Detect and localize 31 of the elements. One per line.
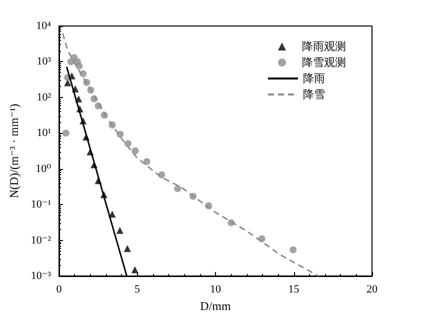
point xyxy=(131,266,138,274)
point xyxy=(116,226,124,234)
y-tick-label: 10⁻³ xyxy=(30,270,52,282)
y-tick-label: 10² xyxy=(36,91,52,104)
y-tick-label: 10⁻¹ xyxy=(30,198,52,211)
y-tick-label: 10⁴ xyxy=(36,20,52,32)
y-tick-label: 10³ xyxy=(36,56,52,68)
point xyxy=(143,158,150,166)
x-tick-label: 5 xyxy=(134,284,141,296)
y-tick-label: 10⁻² xyxy=(30,234,52,246)
point xyxy=(174,185,182,192)
y-axis-title: N(D)/(m⁻³ · mm⁻¹) xyxy=(7,104,21,198)
point xyxy=(64,79,72,86)
point xyxy=(62,130,70,137)
point xyxy=(76,62,83,70)
x-tick-label: 20 xyxy=(366,284,378,296)
x-axis-title: D/mm xyxy=(200,299,232,313)
point xyxy=(132,147,139,154)
point xyxy=(124,244,131,252)
x-tick-label: 0 xyxy=(56,284,62,296)
legend-label: 降雨 xyxy=(303,72,325,85)
x-tick-label: 15 xyxy=(288,284,300,296)
point xyxy=(124,140,132,148)
legend-label: 降雪 xyxy=(303,88,325,101)
y-tick-label: 10⁰ xyxy=(36,162,52,175)
x-tick-label: 10 xyxy=(210,284,222,296)
y-tick-label: 10¹ xyxy=(36,127,52,140)
legend-label: 降雪观测 xyxy=(302,56,346,69)
legend-label: 降雨观测 xyxy=(302,40,346,53)
point xyxy=(108,210,116,218)
point xyxy=(290,246,297,254)
